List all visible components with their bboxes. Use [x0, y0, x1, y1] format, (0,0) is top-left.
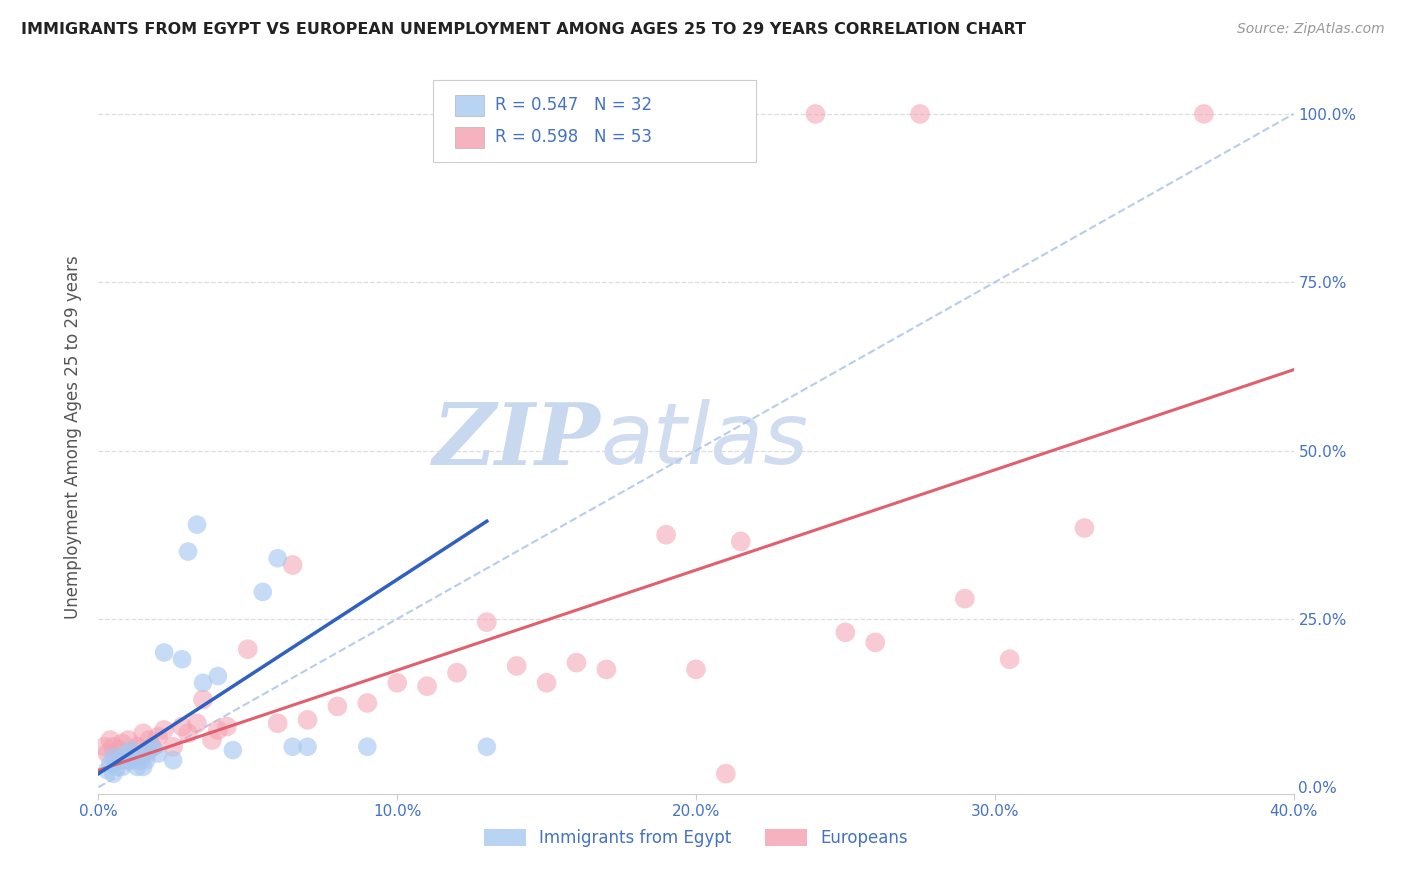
Point	[98, 733, 122, 747]
Point	[834, 625, 856, 640]
Text: IMMIGRANTS FROM EGYPT VS EUROPEAN UNEMPLOYMENT AMONG AGES 25 TO 29 YEARS CORRELA: IMMIGRANTS FROM EGYPT VS EUROPEAN UNEMPL…	[21, 22, 1026, 37]
Point	[103, 766, 125, 780]
Point	[148, 730, 170, 744]
Point	[141, 739, 163, 754]
Point	[215, 720, 238, 734]
Point	[416, 679, 439, 693]
Point	[475, 739, 498, 754]
FancyBboxPatch shape	[454, 127, 485, 148]
Point	[1192, 107, 1215, 121]
Point	[998, 652, 1021, 666]
Point	[953, 591, 976, 606]
Point	[297, 713, 319, 727]
Point	[297, 739, 319, 754]
Point	[201, 733, 224, 747]
Point	[105, 749, 128, 764]
FancyBboxPatch shape	[454, 95, 485, 116]
Point	[186, 716, 208, 731]
Point	[98, 756, 122, 771]
Point	[1073, 521, 1095, 535]
Point	[132, 726, 155, 740]
Point	[162, 753, 184, 767]
Text: ZIP: ZIP	[433, 399, 600, 483]
Point	[536, 675, 558, 690]
Point	[714, 766, 737, 780]
Point	[356, 739, 378, 754]
Point	[162, 739, 184, 754]
Point	[108, 753, 131, 767]
Point	[96, 747, 118, 761]
Point	[153, 646, 176, 660]
Point	[111, 736, 134, 750]
Point	[111, 760, 134, 774]
Text: R = 0.598   N = 53: R = 0.598 N = 53	[495, 128, 652, 146]
Point	[177, 544, 200, 558]
Point	[446, 665, 468, 680]
Legend: Immigrants from Egypt, Europeans: Immigrants from Egypt, Europeans	[478, 822, 914, 854]
Point	[804, 107, 827, 121]
Point	[103, 749, 125, 764]
Point	[207, 669, 229, 683]
Point	[138, 733, 160, 747]
Point	[141, 739, 163, 754]
Point	[105, 760, 128, 774]
Point	[120, 749, 142, 764]
Point	[117, 753, 139, 767]
Point	[191, 692, 214, 706]
Point	[191, 675, 214, 690]
Point	[385, 675, 409, 690]
Point	[186, 517, 208, 532]
Point	[685, 662, 707, 676]
Point	[207, 723, 229, 737]
Point	[129, 749, 152, 764]
Point	[252, 585, 274, 599]
Point	[148, 747, 170, 761]
Point	[172, 720, 194, 734]
Point	[506, 659, 529, 673]
Point	[655, 527, 678, 541]
Point	[595, 662, 617, 676]
Y-axis label: Unemployment Among Ages 25 to 29 years: Unemployment Among Ages 25 to 29 years	[65, 255, 83, 619]
Point	[96, 764, 118, 778]
Point	[730, 534, 752, 549]
Point	[267, 716, 290, 731]
Point	[135, 747, 157, 761]
Point	[565, 656, 588, 670]
Point	[865, 635, 887, 649]
Point	[117, 733, 139, 747]
Point	[356, 696, 378, 710]
Point	[177, 726, 200, 740]
Point	[326, 699, 349, 714]
Point	[132, 760, 155, 774]
Text: atlas: atlas	[600, 399, 808, 483]
Point	[908, 107, 931, 121]
Point	[114, 753, 136, 767]
Point	[127, 760, 149, 774]
Point	[172, 652, 194, 666]
Point	[475, 615, 498, 630]
Point	[127, 739, 149, 754]
Point	[135, 753, 157, 767]
Point	[281, 558, 304, 572]
Point	[103, 739, 125, 754]
Point	[222, 743, 245, 757]
Point	[281, 739, 304, 754]
Point	[124, 753, 146, 767]
Point	[120, 743, 142, 757]
Text: R = 0.547   N = 32: R = 0.547 N = 32	[495, 96, 652, 114]
Point	[138, 743, 160, 757]
Point	[114, 747, 136, 761]
FancyBboxPatch shape	[433, 80, 756, 162]
Point	[153, 723, 176, 737]
Point	[124, 743, 146, 757]
Point	[236, 642, 259, 657]
Text: Source: ZipAtlas.com: Source: ZipAtlas.com	[1237, 22, 1385, 37]
Point	[129, 753, 152, 767]
Point	[93, 739, 115, 754]
Point	[267, 551, 290, 566]
Point	[108, 743, 131, 757]
